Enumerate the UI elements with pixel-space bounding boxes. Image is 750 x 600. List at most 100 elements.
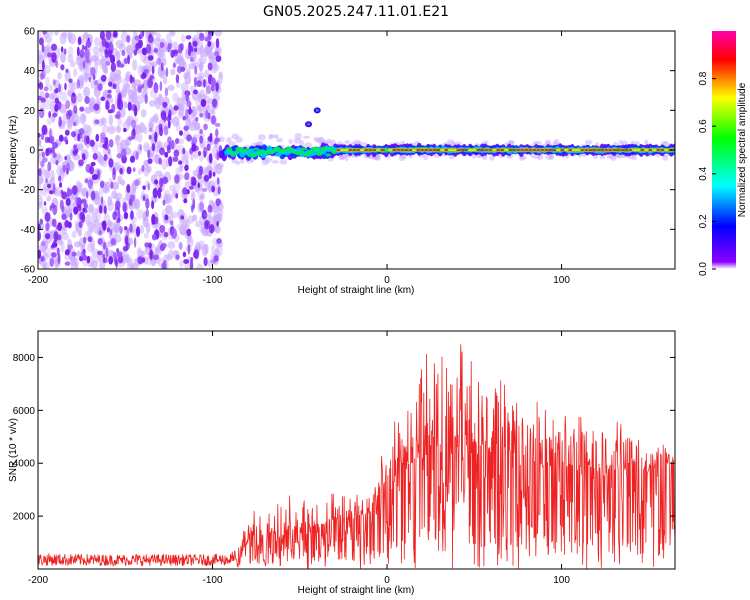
noise-speckle xyxy=(131,182,137,194)
signal-band-green xyxy=(250,153,257,158)
colorbar-tick-label: 0.6 xyxy=(698,119,709,133)
noise-blob xyxy=(142,185,146,190)
noise-blob xyxy=(198,150,201,156)
noise-blob xyxy=(147,78,153,89)
noise-speckle xyxy=(120,179,126,186)
noise-blob xyxy=(154,179,159,185)
noise-blob xyxy=(141,164,145,173)
noise-blob xyxy=(184,108,189,120)
noise-speckle xyxy=(48,84,54,92)
noise-blob xyxy=(73,144,77,149)
noise-blob xyxy=(147,149,151,159)
noise-blob xyxy=(95,133,100,142)
noise-blob xyxy=(153,82,159,94)
noise-blob xyxy=(162,199,166,206)
signal-band-green xyxy=(328,146,335,151)
noise-blob xyxy=(81,44,85,51)
noise-blob xyxy=(126,227,130,238)
noise-blob xyxy=(116,110,121,120)
noise-speckle xyxy=(143,232,150,239)
noise-blob xyxy=(75,196,79,204)
noise-blob xyxy=(141,83,144,89)
signal-band-green xyxy=(244,148,251,152)
noise-speckle xyxy=(95,151,102,162)
noise-speckle xyxy=(213,160,218,169)
noise-speckle xyxy=(204,243,209,255)
noise-speckle xyxy=(158,94,164,106)
noise-blob xyxy=(54,103,59,112)
noise-blob xyxy=(109,228,113,236)
noise-blob xyxy=(147,34,154,44)
noise-blob xyxy=(99,204,103,214)
noise-blob xyxy=(42,60,45,71)
noise-blob xyxy=(129,223,133,233)
signal-halo xyxy=(545,139,551,145)
noise-blob xyxy=(184,164,189,172)
noise-blob xyxy=(103,205,107,215)
noise-speckle xyxy=(95,191,100,201)
noise-speckle xyxy=(153,113,159,124)
noise-speckle xyxy=(208,52,215,60)
noise-blob xyxy=(58,182,63,188)
noise-blob xyxy=(71,251,77,257)
noise-blob xyxy=(142,195,146,202)
noise-blob xyxy=(38,249,42,259)
noise-speckle xyxy=(156,46,164,59)
noise-blob xyxy=(84,135,87,146)
noise-speckle xyxy=(108,125,117,134)
signal-halo xyxy=(489,155,495,161)
noise-blob xyxy=(191,136,198,145)
noise-speckle xyxy=(169,185,176,192)
noise-speckle xyxy=(142,215,149,228)
noise-speckle xyxy=(90,260,99,269)
noise-blob xyxy=(38,230,41,242)
noise-blob xyxy=(207,33,212,41)
signal-core-red xyxy=(456,149,462,151)
snr-plot-area xyxy=(38,344,675,569)
noise-blob xyxy=(107,89,112,94)
signal-halo xyxy=(592,155,598,159)
noise-speckle xyxy=(73,68,78,77)
noise-blob xyxy=(68,78,73,84)
signal-core-red xyxy=(380,149,386,151)
noise-blob xyxy=(216,150,219,161)
noise-blob xyxy=(164,214,169,221)
noise-blob xyxy=(215,38,220,49)
noise-speckle xyxy=(130,262,139,269)
noise-blob xyxy=(179,130,183,136)
noise-blob xyxy=(76,79,80,89)
noise-speckle xyxy=(133,198,141,210)
noise-blob xyxy=(128,136,134,141)
noise-blob xyxy=(209,132,213,144)
noise-blob xyxy=(83,202,88,210)
noise-blob xyxy=(182,251,187,258)
signal-halo xyxy=(327,157,334,162)
noise-speckle xyxy=(197,72,205,80)
noise-speckle xyxy=(105,181,110,192)
noise-blob xyxy=(188,185,194,190)
noise-blob xyxy=(57,253,61,265)
signal-halo xyxy=(537,154,544,161)
noise-speckle xyxy=(211,64,220,71)
noise-blob xyxy=(84,178,89,184)
noise-blob xyxy=(148,249,154,261)
noise-speckle xyxy=(195,263,204,269)
noise-blob xyxy=(159,147,165,156)
noise-blob xyxy=(153,47,158,53)
noise-blob xyxy=(156,57,162,66)
noise-blob xyxy=(79,49,85,58)
noise-blob xyxy=(153,216,159,225)
noise-blob xyxy=(193,249,200,260)
noise-speckle xyxy=(91,248,100,258)
noise-blob xyxy=(61,205,65,213)
noise-speckle xyxy=(195,241,201,252)
noise-speckle xyxy=(118,42,126,53)
noise-blob xyxy=(47,161,52,172)
signal-halo xyxy=(288,138,293,145)
noise-speckle xyxy=(59,32,67,45)
noise-blob xyxy=(216,177,220,185)
noise-blob xyxy=(97,83,103,92)
noise-blob xyxy=(116,153,122,159)
noise-speckle xyxy=(127,89,134,99)
noise-blob xyxy=(58,83,61,93)
